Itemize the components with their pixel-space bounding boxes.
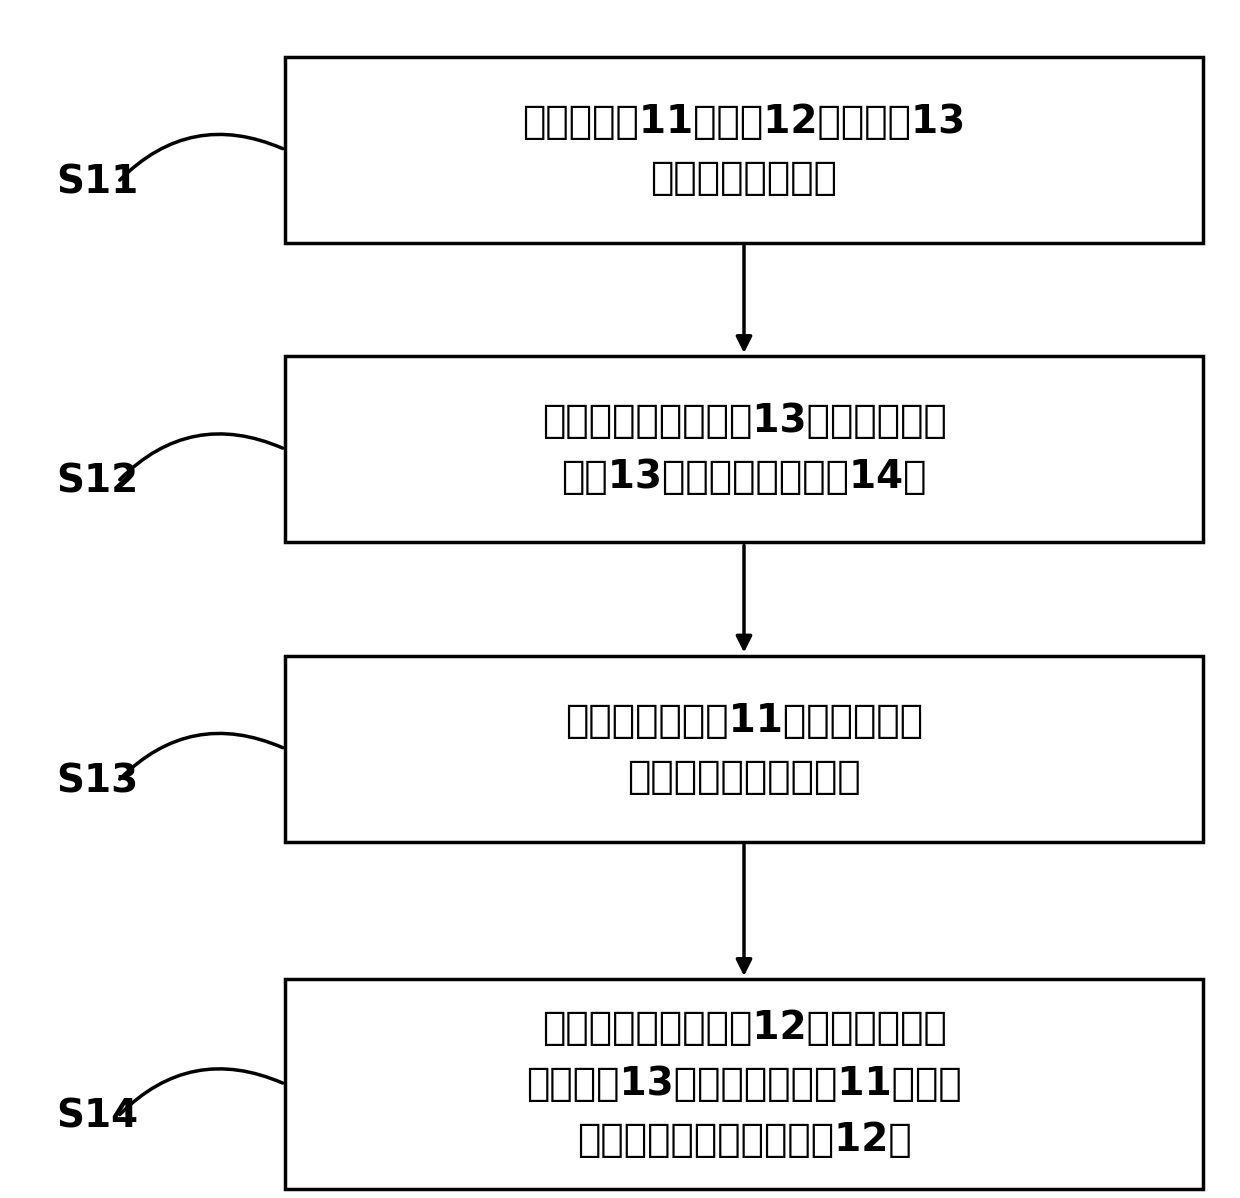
FancyArrowPatch shape	[120, 134, 283, 180]
Text: 烘干后取出所述底板13，并冷却所述
底板13，放置于所述水槽14中: 烘干后取出所述底板13，并冷却所述 底板13，放置于所述水槽14中	[542, 403, 946, 496]
Text: S11: S11	[56, 163, 138, 201]
FancyArrowPatch shape	[120, 434, 283, 479]
Text: 将所述冒口11、模具12、及底板13
放置于烘箱中烘干: 将所述冒口11、模具12、及底板13 放置于烘箱中烘干	[522, 103, 966, 196]
FancyArrowPatch shape	[120, 733, 283, 779]
Text: S13: S13	[56, 762, 138, 800]
Bar	[285, 980, 1203, 1188]
FancyArrowPatch shape	[120, 1069, 283, 1114]
Bar	[285, 56, 1203, 242]
Text: 将烘箱内的所述模具12取出，连接于
所述底板13上，将所述冒口11从铜液
中取出，放置于所述模具12上: 将烘箱内的所述模具12取出，连接于 所述底板13上，将所述冒口11从铜液 中取出…	[526, 1009, 962, 1160]
Bar	[285, 357, 1203, 541]
Text: S12: S12	[56, 462, 138, 501]
Bar	[285, 657, 1203, 841]
Text: 再取出所述冒口11置于铜液内烫
至红透以接近铜液温度: 再取出所述冒口11置于铜液内烫 至红透以接近铜液温度	[565, 702, 923, 795]
Text: S14: S14	[56, 1097, 138, 1136]
